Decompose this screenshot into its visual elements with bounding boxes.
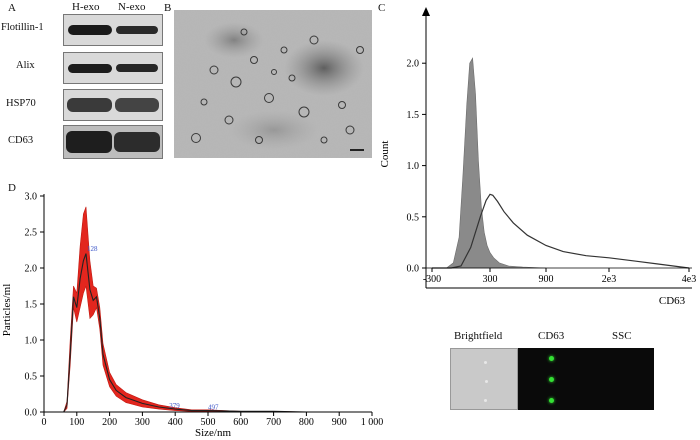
panel-c-label: C — [378, 2, 386, 14]
band-hsp70-h — [67, 98, 112, 112]
histogram-x-tick-label: 300 — [483, 274, 498, 285]
nta-y-tick-label: 2.0 — [25, 264, 38, 275]
nta-chart: 0.0 0.5 1.0 1.5 2.0 2.5 3.0 0 100 200 300 400 500 60… — [1, 192, 384, 440]
nta-x-tick-label: 200 — [102, 417, 117, 428]
blot-row-flotillin — [63, 14, 163, 46]
bright-particle — [484, 361, 487, 364]
y-axis-arrow-icon — [422, 7, 430, 16]
lane-label-h-exo: H-exo — [72, 1, 100, 13]
panel-a-label: A — [8, 2, 16, 14]
bright-particle — [484, 399, 487, 402]
nta-x-label: Size/nm — [195, 427, 231, 439]
fluorescent-particle — [549, 398, 554, 403]
image-col-brightfield-label: Brightfield — [454, 330, 503, 342]
band-hsp70-n — [115, 98, 159, 112]
histogram-y-tick-label: 1.5 — [407, 110, 420, 121]
blot-row-cd63 — [63, 125, 163, 159]
nta-peak-annotation: 497 — [208, 404, 219, 412]
lane-label-n-exo: N-exo — [118, 1, 146, 13]
image-tile-cd63 — [518, 348, 586, 410]
nta-y-tick-label: 3.0 — [25, 192, 38, 203]
nta-annotations: 128 379 497 — [87, 245, 219, 411]
nta-x-tick-label: 400 — [168, 417, 183, 428]
fluorescent-particle — [549, 377, 554, 382]
nta-x-tick-label: 100 — [69, 417, 84, 428]
scale-bar — [350, 149, 364, 151]
protein-label-alix: Alix — [16, 60, 35, 71]
histogram-x-tick-label: 2e3 — [602, 274, 616, 285]
histogram-x-tick-label: 900 — [539, 274, 554, 285]
histogram-y-tick-label: 0.0 — [407, 264, 420, 275]
histogram-x-tick-label: -300 — [423, 274, 441, 285]
panel-d-label: D — [8, 182, 16, 194]
nta-y-tick-label: 0.0 — [25, 408, 38, 419]
nta-y-tick-label: 1.0 — [25, 336, 38, 347]
nta-mean-line — [63, 253, 372, 413]
panel-b-label: B — [164, 2, 172, 14]
nta-series — [63, 206, 372, 413]
image-col-ssc-label: SSC — [612, 330, 632, 342]
protein-label-cd63: CD63 — [8, 135, 34, 146]
histogram-y-tick-label: 0.5 — [407, 212, 420, 223]
bright-particle — [485, 380, 488, 383]
histogram-y-label: Count — [379, 141, 391, 168]
image-tile-ssc — [586, 348, 654, 410]
nta-y-ticks: 0.0 0.5 1.0 1.5 2.0 2.5 3.0 — [25, 192, 44, 419]
histogram-x-label: CD63 — [659, 295, 686, 307]
histogram-chart: 0.0 0.5 1.0 1.5 2.0 -300 300 900 2e3 4e3 Count C… — [379, 7, 696, 307]
nta-x-ticks: 0 100 200 300 400 500 600 700 800 900 1 000 — [42, 412, 384, 428]
nta-x-tick-label: 0 — [42, 417, 47, 428]
nta-x-tick-label: 1 000 — [361, 417, 384, 428]
nta-y-label: Particles/ml — [1, 284, 13, 337]
nta-peak-annotation: 379 — [169, 402, 180, 410]
nta-x-tick-label: 800 — [299, 417, 314, 428]
band-flotillin-n — [116, 26, 158, 34]
histogram-series — [432, 57, 690, 269]
histogram-line — [432, 193, 690, 269]
band-alix-h — [68, 64, 112, 73]
band-cd63-h — [66, 131, 112, 153]
nta-x-tick-label: 700 — [266, 417, 281, 428]
tem-micrograph — [174, 10, 372, 158]
nta-x-tick-label: 600 — [233, 417, 248, 428]
image-col-cd63-label: CD63 — [538, 330, 565, 342]
nta-y-tick-label: 2.5 — [25, 228, 38, 239]
nta-error-band — [63, 206, 372, 413]
histogram-x-tick-label: 4e3 — [682, 274, 696, 285]
histogram-y-tick-label: 1.0 — [407, 161, 420, 172]
blot-row-hsp70 — [63, 89, 163, 121]
image-tile-brightfield — [450, 348, 518, 410]
nta-x-tick-label: 900 — [332, 417, 347, 428]
band-alix-n — [116, 64, 158, 72]
protein-label-flotillin: Flotillin-1 — [1, 22, 44, 33]
histogram-y-tick-label: 2.0 — [407, 59, 420, 70]
band-cd63-n — [114, 132, 160, 152]
nta-y-tick-label: 0.5 — [25, 372, 38, 383]
blot-row-alix — [63, 52, 163, 84]
histogram-filled-area — [432, 57, 547, 269]
nta-peak-annotation: 128 — [87, 245, 98, 253]
nta-x-tick-label: 300 — [135, 417, 150, 428]
protein-label-hsp70: HSP70 — [6, 98, 36, 109]
nta-y-tick-label: 1.5 — [25, 300, 38, 311]
band-flotillin-h — [68, 25, 112, 35]
fluorescent-particle — [549, 356, 554, 361]
histogram-x-ticks: -300 300 900 2e3 4e3 — [423, 267, 696, 285]
nta-x-tick-label: 500 — [201, 417, 216, 428]
histogram-y-ticks: 0.0 0.5 1.0 1.5 2.0 — [407, 59, 426, 275]
